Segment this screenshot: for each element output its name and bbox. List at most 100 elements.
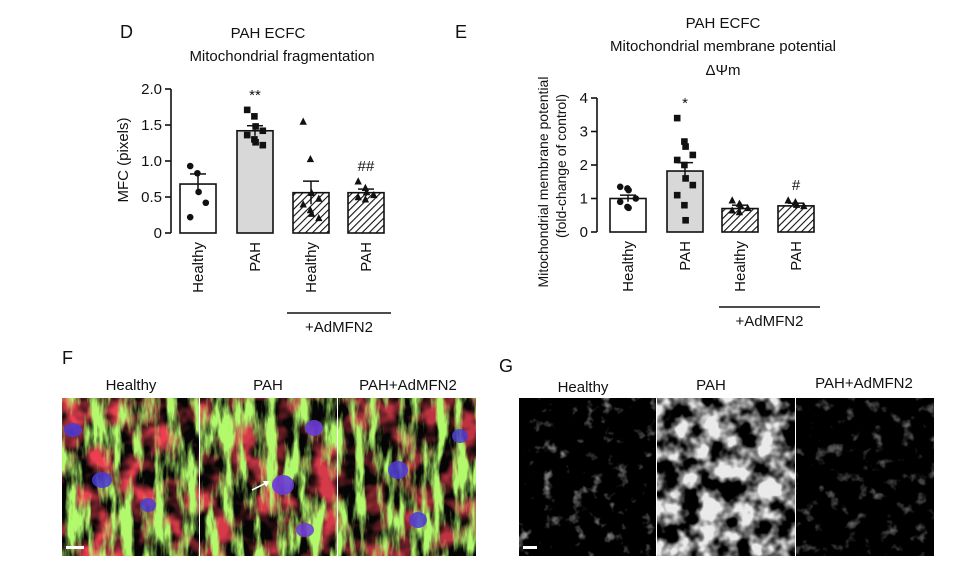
group-label: +AdMFN2 xyxy=(305,319,373,336)
data-point xyxy=(195,188,202,196)
data-point xyxy=(361,195,370,203)
x-tick-label: PAH xyxy=(677,241,694,271)
x-tick-label: Healthy xyxy=(303,242,320,293)
y-axis-label-d: MFC (pixels) xyxy=(115,117,132,202)
data-point xyxy=(616,183,624,191)
image-panel-g: G Healthy PAH PAH+AdMFN2 xyxy=(499,356,934,556)
data-point xyxy=(616,198,624,206)
data-point xyxy=(681,161,688,169)
bar xyxy=(609,197,647,233)
image-label-g-healthy: Healthy xyxy=(558,379,609,396)
scale-bar-g xyxy=(523,546,537,549)
y-tick-label: 2.0 xyxy=(141,81,162,98)
data-point xyxy=(682,175,689,182)
y-tick-label: 0.5 xyxy=(141,189,162,206)
data-point xyxy=(202,199,210,207)
data-point xyxy=(673,191,681,199)
x-tick-label: Healthy xyxy=(732,241,749,292)
data-point xyxy=(307,209,316,217)
data-point xyxy=(252,123,259,130)
data-point xyxy=(259,127,267,135)
data-point xyxy=(370,190,378,199)
x-tick-label: Healthy xyxy=(190,242,207,293)
data-point xyxy=(251,113,258,120)
y-tick-label: 0 xyxy=(580,224,588,241)
y-tick-label: 2 xyxy=(580,157,588,174)
y-tick-label: 1 xyxy=(580,191,588,208)
bar xyxy=(777,205,815,233)
data-point xyxy=(354,177,362,185)
image-label-g-pah: PAH xyxy=(696,377,726,394)
y-axis-label-e-line1: Mitochondrial membrane potential xyxy=(535,77,551,288)
y-tick-label: 0 xyxy=(154,225,162,242)
data-point xyxy=(194,169,201,177)
data-point xyxy=(361,183,370,191)
x-tick-label: PAH xyxy=(247,242,264,272)
micrograph-g-healthy xyxy=(519,398,656,556)
data-point xyxy=(243,106,251,114)
data-point xyxy=(315,194,323,202)
micrograph-f-pah xyxy=(200,398,337,556)
panel-letter-e: E xyxy=(455,22,467,42)
scale-bar-f xyxy=(66,546,84,549)
chart-subtitle2-e: ΔΨm xyxy=(705,62,740,79)
chart-title-d: PAH ECFC xyxy=(231,25,306,42)
data-point xyxy=(736,201,745,209)
panel-letter-f: F xyxy=(62,348,73,368)
chart-panel-e: E PAH ECFC Mitochondrial membrane potent… xyxy=(455,15,836,330)
y-tick-label: 4 xyxy=(580,90,588,107)
panel-letter-d: D xyxy=(120,22,133,42)
y-tick-label: 1.0 xyxy=(141,153,162,170)
chart-title-e: PAH ECFC xyxy=(686,15,761,32)
data-point xyxy=(673,114,681,122)
x-tick-label: PAH xyxy=(788,241,805,271)
data-point xyxy=(252,138,259,146)
image-label-g-pah-admfn2: PAH+AdMFN2 xyxy=(815,375,913,392)
data-point xyxy=(792,200,801,208)
data-point xyxy=(354,193,362,201)
micrograph-f-pah-admfn2 xyxy=(338,398,476,556)
data-point xyxy=(243,131,251,139)
data-point xyxy=(186,213,194,221)
chart-panel-d: D PAH ECFC Mitochondrial fragmentation M… xyxy=(115,22,391,336)
image-label-f-healthy: Healthy xyxy=(106,377,157,394)
data-point xyxy=(681,138,688,145)
data-point xyxy=(744,203,752,212)
data-point xyxy=(306,154,315,163)
significance-label: * xyxy=(682,95,688,112)
y-tick-label: 1.5 xyxy=(141,117,162,134)
image-label-f-pah-admfn2: PAH+AdMFN2 xyxy=(359,377,457,394)
data-point xyxy=(625,204,632,212)
y-axis-label-e-line2: (fold-change of control) xyxy=(553,94,569,238)
significance-label: ** xyxy=(249,87,261,104)
chart-subtitle-e: Mitochondrial membrane potential xyxy=(610,38,836,55)
micrograph-f-healthy xyxy=(62,398,199,556)
data-point xyxy=(299,117,307,125)
x-tick-label: PAH xyxy=(358,242,375,272)
data-point xyxy=(784,196,792,204)
data-point xyxy=(735,208,744,216)
significance-label: ## xyxy=(358,158,375,175)
significance-label: # xyxy=(792,177,801,194)
y-tick-label: 3 xyxy=(580,124,588,141)
data-point xyxy=(682,216,689,224)
data-point xyxy=(315,213,323,222)
micrograph-g-pah-admfn2 xyxy=(796,398,934,556)
data-point xyxy=(632,195,640,202)
data-point xyxy=(186,162,194,170)
data-point xyxy=(728,206,736,214)
data-point xyxy=(673,156,681,164)
x-tick-label: Healthy xyxy=(620,241,637,292)
data-point xyxy=(689,181,697,189)
chart-subtitle-d: Mitochondrial fragmentation xyxy=(189,48,374,65)
bar xyxy=(236,129,274,234)
data-point xyxy=(625,186,632,194)
data-point xyxy=(299,200,307,208)
panel-letter-g: G xyxy=(499,356,513,376)
data-point xyxy=(259,141,267,149)
data-point xyxy=(362,188,371,196)
image-panel-f: F Healthy PAH PAH+AdMFN2 xyxy=(62,348,476,556)
group-label: +AdMFN2 xyxy=(736,313,804,330)
image-label-f-pah: PAH xyxy=(253,377,283,394)
